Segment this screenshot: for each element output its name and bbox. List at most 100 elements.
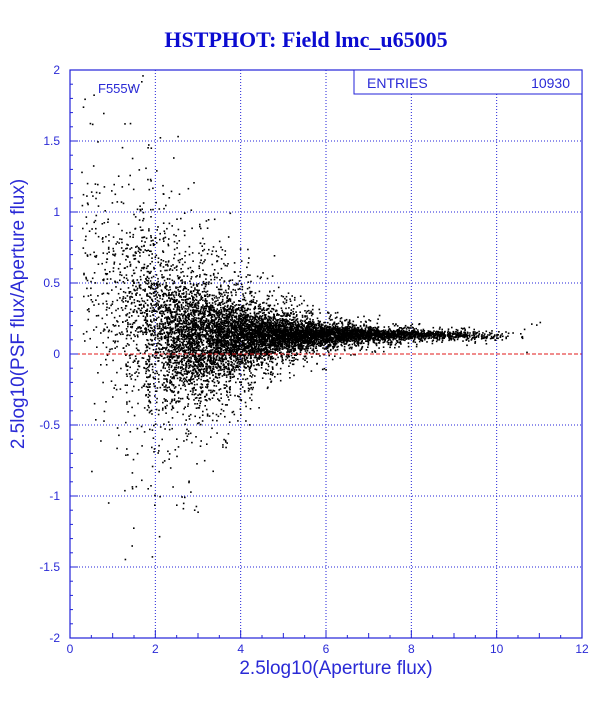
- data-point: [250, 280, 252, 283]
- data-point: [130, 295, 132, 298]
- data-point: [172, 282, 174, 285]
- data-point: [168, 366, 170, 368]
- data-point: [122, 202, 125, 205]
- data-point: [145, 394, 147, 396]
- data-point: [231, 411, 234, 414]
- data-point: [218, 296, 220, 299]
- data-point: [237, 333, 239, 336]
- data-point: [239, 393, 242, 395]
- data-point: [175, 368, 177, 371]
- data-point: [162, 357, 165, 360]
- data-point: [150, 270, 152, 273]
- data-point: [223, 322, 226, 325]
- data-point: [120, 274, 123, 277]
- data-point: [236, 345, 239, 347]
- data-point: [151, 304, 153, 307]
- data-point: [233, 356, 236, 358]
- data-point: [173, 311, 175, 313]
- data-point: [187, 187, 190, 190]
- data-point: [212, 470, 214, 473]
- data-point: [91, 470, 93, 473]
- data-point: [153, 451, 155, 453]
- data-point: [169, 309, 172, 312]
- data-point: [207, 283, 210, 285]
- data-point: [148, 411, 151, 414]
- data-point: [208, 248, 210, 251]
- data-point: [240, 333, 242, 335]
- data-point: [237, 288, 240, 291]
- data-point: [217, 363, 219, 366]
- data-point: [142, 333, 144, 336]
- data-point: [227, 331, 230, 334]
- data-point: [107, 330, 110, 333]
- data-point: [125, 354, 127, 356]
- data-point: [192, 283, 195, 286]
- data-point: [249, 318, 251, 320]
- data-point: [132, 311, 135, 313]
- data-point: [180, 279, 182, 282]
- data-point: [189, 380, 191, 382]
- data-point: [169, 331, 172, 334]
- data-point: [200, 365, 202, 368]
- data-point: [194, 333, 197, 336]
- data-point: [145, 361, 147, 363]
- data-point: [124, 320, 127, 322]
- data-point: [233, 271, 236, 273]
- data-point: [160, 338, 163, 341]
- data-point: [201, 316, 204, 319]
- data-point: [195, 323, 198, 325]
- data-point: [183, 296, 185, 298]
- data-point: [97, 205, 100, 207]
- data-point: [122, 250, 124, 252]
- data-point: [221, 357, 224, 360]
- data-point: [214, 310, 217, 313]
- data-point: [185, 304, 187, 307]
- data-point: [154, 332, 156, 334]
- data-point: [159, 426, 162, 428]
- data-point: [169, 323, 171, 326]
- data-point: [250, 362, 253, 365]
- data-point: [208, 389, 210, 392]
- data-point: [209, 341, 211, 344]
- data-point: [221, 337, 223, 339]
- data-point: [151, 253, 153, 255]
- data-point: [175, 340, 178, 343]
- data-point: [186, 310, 189, 312]
- data-point: [201, 328, 203, 330]
- data-point: [122, 297, 124, 300]
- data-point: [149, 326, 152, 329]
- data-point: [174, 386, 177, 388]
- data-point: [208, 324, 211, 326]
- data-point: [206, 413, 209, 415]
- data-point: [216, 377, 219, 379]
- data-point: [125, 365, 128, 368]
- data-point: [170, 353, 172, 356]
- data-point: [235, 311, 237, 314]
- data-point: [228, 286, 230, 288]
- data-point: [221, 321, 223, 324]
- data-point: [175, 287, 177, 289]
- data-point: [201, 348, 204, 350]
- data-point: [224, 294, 226, 296]
- data-point: [148, 310, 151, 312]
- data-point: [156, 296, 158, 299]
- data-point: [235, 351, 237, 353]
- data-point: [195, 361, 197, 363]
- data-point: [162, 295, 165, 298]
- data-point: [157, 257, 160, 259]
- data-point: [154, 334, 156, 336]
- data-point: [189, 370, 192, 372]
- data-point: [178, 384, 180, 387]
- data-point: [248, 303, 250, 306]
- data-point: [185, 328, 188, 331]
- data-point: [142, 75, 144, 77]
- data-point: [164, 236, 167, 239]
- data-point: [105, 235, 107, 238]
- data-point: [197, 372, 199, 374]
- data-point: [184, 287, 187, 290]
- data-point: [144, 310, 147, 312]
- data-point: [187, 267, 189, 270]
- data-point: [238, 360, 240, 363]
- data-point: [176, 377, 179, 380]
- data-point: [234, 320, 236, 322]
